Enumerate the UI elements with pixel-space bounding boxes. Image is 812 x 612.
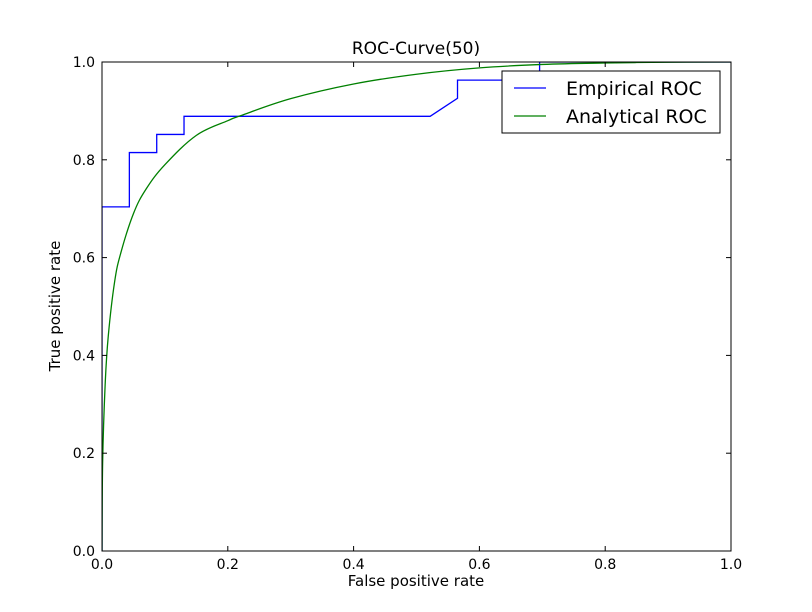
y-tick-label: 0.6 bbox=[73, 251, 95, 267]
series-line-analytical bbox=[102, 62, 731, 551]
x-axis-label: False positive rate bbox=[348, 572, 485, 590]
chart-title: ROC-Curve(50) bbox=[352, 39, 480, 59]
x-tick-label: 0.8 bbox=[594, 557, 616, 573]
y-tick-label: 0.4 bbox=[73, 348, 95, 364]
plot-series bbox=[102, 62, 731, 551]
x-tick-label: 1.0 bbox=[720, 557, 742, 573]
x-tick-label: 0.2 bbox=[217, 557, 239, 573]
legend: Empirical ROC Analytical ROC bbox=[501, 70, 721, 134]
y-tick-label: 1.0 bbox=[73, 55, 95, 71]
y-tick-label: 0.8 bbox=[73, 153, 95, 169]
legend-label: Empirical ROC bbox=[566, 78, 702, 100]
plot-frame bbox=[101, 61, 732, 552]
y-axis-label: True positive rate bbox=[46, 241, 64, 373]
axis-ticks: 0.0 0.2 0.4 0.6 0.8 1.0 0.0 0.2 0.4 0.6 0.8 1.0 bbox=[73, 55, 742, 573]
y-tick-label: 0.2 bbox=[73, 446, 95, 462]
x-tick-label: 0.4 bbox=[342, 557, 364, 573]
x-tick-label: 0.0 bbox=[91, 557, 113, 573]
legend-label: Analytical ROC bbox=[566, 106, 707, 128]
x-tick-label: 0.6 bbox=[468, 557, 490, 573]
y-tick-label: 0.0 bbox=[73, 544, 95, 560]
legend-box bbox=[501, 70, 721, 134]
